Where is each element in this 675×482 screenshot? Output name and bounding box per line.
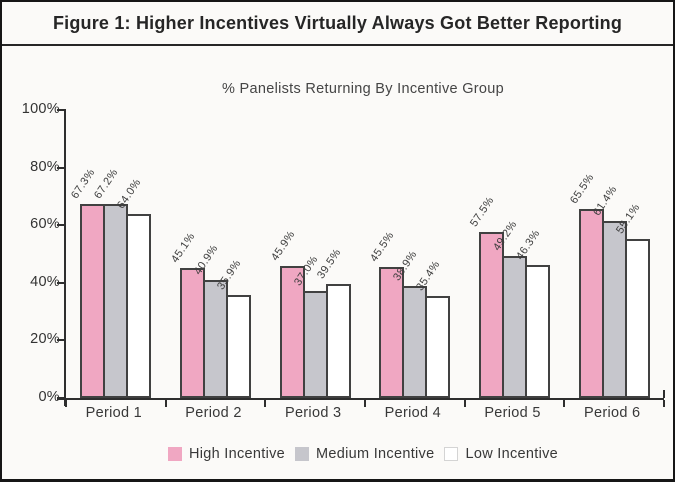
x-axis-label: Period 1 — [85, 405, 143, 421]
bar-low-incentive: 64.0% — [115, 176, 152, 398]
bar-value-label: 67.3% — [69, 166, 98, 202]
y-axis-tick — [57, 224, 66, 227]
bar-medium-incentive: 67.2% — [92, 167, 129, 398]
bar-group-period-6: 65.5% 61.4% 55.1% — [564, 110, 664, 398]
legend-label: Medium Incentive — [316, 446, 435, 462]
x-axis-end-tick — [663, 390, 665, 398]
bar-value-label: 35.9% — [215, 257, 244, 292]
bar-high-incentive: 67.3% — [69, 167, 106, 398]
bar-medium-incentive: 38.9% — [391, 249, 428, 398]
bar-group-period-5: 57.5% 49.2% 46.3% — [465, 110, 565, 398]
x-axis-tick — [264, 400, 267, 407]
bar-high-incentive: 65.5% — [568, 172, 604, 398]
y-axis-tick-label: 0% — [38, 389, 60, 405]
bar-value-label: 35.4% — [414, 258, 443, 294]
bar-value-label: 45.5% — [368, 229, 397, 264]
bar-value-label: 55.1% — [613, 202, 643, 237]
bar-low-incentive: 55.1% — [614, 202, 650, 398]
x-axis-tick — [563, 400, 566, 407]
figure-title: Figure 1: Higher Incentives Virtually Al… — [52, 13, 623, 33]
x-axis-labels: Period 1 Period 2 Period 3 Period 4 Period 5… — [64, 405, 662, 421]
bar-medium-incentive: 49.2% — [491, 219, 527, 398]
y-axis-tick — [57, 339, 66, 342]
legend-swatch — [167, 447, 182, 461]
title-divider — [2, 44, 673, 46]
y-axis-tick-label: 80% — [30, 158, 60, 175]
x-axis-label: Period 6 — [583, 405, 641, 421]
legend-label: High Incentive — [188, 446, 286, 462]
bar-high-incentive: 45.5% — [368, 230, 405, 398]
y-axis-tick-label: 20% — [30, 331, 60, 348]
bar-low-incentive: 35.4% — [414, 259, 451, 398]
legend-swatch — [444, 447, 459, 461]
y-axis-tick-label: 100% — [21, 101, 60, 117]
bar-low-incentive: 46.3% — [514, 227, 550, 398]
bar-group-period-3: 45.9% 37.0% 39.5% — [265, 110, 365, 398]
y-axis-tick — [57, 281, 66, 284]
y-axis-tick-label: 40% — [30, 273, 60, 290]
bar-value-label: 61.4% — [590, 183, 620, 219]
bar-medium-incentive: 61.4% — [591, 184, 627, 398]
legend-label: Low Incentive — [465, 446, 559, 462]
x-axis-tick — [463, 400, 466, 407]
bar-value-label: 64.0% — [115, 176, 144, 211]
bar-low-incentive: 35.9% — [215, 257, 251, 398]
x-axis-label: Period 5 — [484, 405, 541, 421]
bar-value-label: 45.1% — [169, 230, 198, 266]
bar-low-incentive: 39.5% — [315, 247, 351, 398]
plot-area: 67.3% 67.2% 64.0% 45.1% 40.9% 35.9% 45.9% 37.0%… — [57, 109, 665, 407]
legend-item-medium-incentive: Medium Incentive — [295, 446, 434, 462]
bar-value-label: 45.9% — [268, 228, 298, 263]
legend-item-high-incentive: High Incentive — [167, 446, 286, 462]
x-axis-overshoot — [57, 398, 66, 400]
y-axis-tick — [57, 109, 66, 111]
bar-medium-incentive: 37.0% — [292, 254, 328, 398]
x-axis-label: Period 2 — [185, 405, 242, 421]
legend-swatch — [295, 447, 310, 461]
bar-group-period-2: 45.1% 40.9% 35.9% — [166, 110, 266, 398]
x-axis-tick — [364, 400, 366, 407]
bar-high-incentive: 57.5% — [468, 195, 504, 398]
x-axis-tick — [663, 400, 665, 407]
legend: High Incentive Medium Incentive Low Incent… — [64, 446, 662, 462]
legend-item-low-incentive: Low Incentive — [444, 446, 558, 462]
bar-value-label: 65.5% — [567, 172, 597, 207]
bar-group-period-4: 45.5% 38.9% 35.4% — [365, 110, 465, 398]
bar-value-label: 46.3% — [514, 227, 543, 262]
bar-value-label: 38.9% — [391, 248, 420, 283]
bar-value-label: 57.5% — [468, 195, 497, 230]
bar-value-label: 40.9% — [192, 242, 221, 278]
bar-medium-incentive: 40.9% — [192, 243, 228, 398]
bar-group-period-1: 67.3% 67.2% 64.0% — [66, 110, 166, 398]
chart-title: % Panelists Returning By Incentive Group — [222, 81, 504, 97]
x-axis-label: Period 3 — [284, 405, 342, 421]
bar-value-label: 39.5% — [314, 247, 344, 282]
y-axis-tick-label: 60% — [30, 216, 60, 233]
y-axis-tick — [57, 166, 66, 169]
y-axis-tick — [57, 397, 66, 399]
x-axis-tick — [164, 400, 167, 407]
x-axis-label: Period 4 — [384, 405, 442, 421]
x-axis-tick — [65, 400, 67, 407]
bar-high-incentive: 45.1% — [169, 231, 205, 398]
